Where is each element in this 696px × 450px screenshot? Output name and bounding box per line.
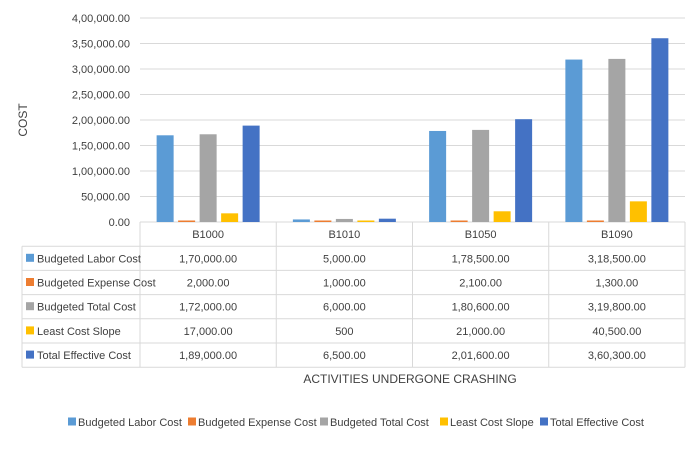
data-label: 1,72,000.00 (179, 302, 237, 314)
data-label: 40,500.00 (592, 326, 641, 338)
data-label: 3,18,500.00 (588, 253, 646, 265)
bar (493, 211, 511, 222)
data-label: 6,000.00 (323, 302, 366, 314)
table-row-label: Budgeted Total Cost (37, 302, 136, 314)
table-legend-key (26, 326, 34, 335)
data-label: 3,19,800.00 (588, 302, 646, 314)
data-label: 2,100.00 (459, 278, 502, 290)
y-tick-label: 1,00,000.00 (72, 166, 130, 178)
data-label: 6,500.00 (323, 350, 366, 362)
x-tick-label: B1000 (192, 229, 224, 241)
table-row-label: Least Cost Slope (37, 326, 121, 338)
legend-entry: Budgeted Expense Cost (198, 417, 317, 429)
bar (586, 220, 604, 222)
bar (429, 130, 447, 222)
bar (314, 220, 332, 222)
y-tick-label: 1,50,000.00 (72, 141, 130, 153)
table-row-label: Total Effective Cost (37, 350, 131, 362)
data-label: 5,000.00 (323, 253, 366, 265)
data-label: 1,89,000.00 (179, 350, 237, 362)
bars (156, 38, 669, 222)
y-tick-label: 4,00,000.00 (72, 13, 130, 25)
y-tick-label: 2,00,000.00 (72, 115, 130, 127)
bar (565, 59, 583, 222)
data-label: 1,300.00 (595, 278, 638, 290)
data-label: 21,000.00 (456, 326, 505, 338)
bar (651, 38, 669, 222)
legend-swatch (188, 417, 196, 426)
table-legend-key (26, 278, 34, 286)
bar (221, 213, 239, 222)
y-axis-title: COST (16, 103, 30, 137)
x-axis-title: ACTIVITIES UNDERGONE CRASHING (303, 372, 516, 386)
x-tick-label: B1090 (601, 229, 633, 241)
bar (472, 129, 490, 222)
legend-swatch (440, 417, 448, 426)
data-label: 1,80,600.00 (452, 302, 510, 314)
bar (378, 218, 396, 222)
bar (156, 135, 174, 222)
legend-entry: Least Cost Slope (450, 417, 534, 429)
x-tick-label: B1010 (328, 229, 360, 241)
data-label: 1,000.00 (323, 278, 366, 290)
data-label: 3,60,300.00 (588, 350, 646, 362)
legend-swatch (540, 417, 548, 426)
bar (608, 58, 626, 222)
y-tick-label: 2,50,000.00 (72, 90, 130, 102)
table-row-label: Budgeted Expense Cost (37, 278, 156, 290)
data-label: 1,70,000.00 (179, 253, 237, 265)
legend-entry: Total Effective Cost (550, 417, 644, 429)
bar (242, 125, 260, 222)
bar (515, 119, 533, 222)
data-table: B1000 B1010 B1050 B1090 Budgeted Labor Cost 1… (21, 222, 686, 368)
data-label: 2,000.00 (187, 278, 230, 290)
table-legend-key (26, 302, 34, 311)
bar (199, 134, 217, 222)
y-tick-label: 50,000.00 (81, 192, 130, 204)
data-label: 500 (335, 326, 353, 338)
data-label: 2,01,600.00 (452, 350, 510, 362)
legend-entry: Budgeted Total Cost (330, 417, 429, 429)
y-axis-ticks: 0.00 50,000.00 1,00,000.00 1,50,000.00 2,00,… (72, 13, 130, 229)
table-row-label: Budgeted Labor Cost (37, 253, 141, 265)
legend-swatch (68, 417, 76, 426)
y-tick-label: 3,50,000.00 (72, 39, 130, 51)
legend: Budgeted Labor Cost Budgeted Expense Cost… (68, 417, 644, 429)
gridlines (140, 17, 685, 223)
y-tick-label: 3,00,000.00 (72, 64, 130, 76)
legend-entry: Budgeted Labor Cost (78, 417, 182, 429)
data-label: 17,000.00 (184, 326, 233, 338)
table-legend-key (26, 350, 34, 359)
y-tick-label: 0.00 (109, 217, 130, 229)
bar (335, 218, 353, 222)
bar (357, 220, 375, 222)
data-label: 1,78,500.00 (452, 253, 510, 265)
bar (292, 219, 310, 222)
legend-swatch (320, 417, 328, 426)
x-tick-label: B1050 (465, 229, 497, 241)
table-legend-key (26, 253, 34, 262)
bar (450, 220, 468, 222)
bar (629, 201, 647, 222)
bar (178, 220, 196, 222)
